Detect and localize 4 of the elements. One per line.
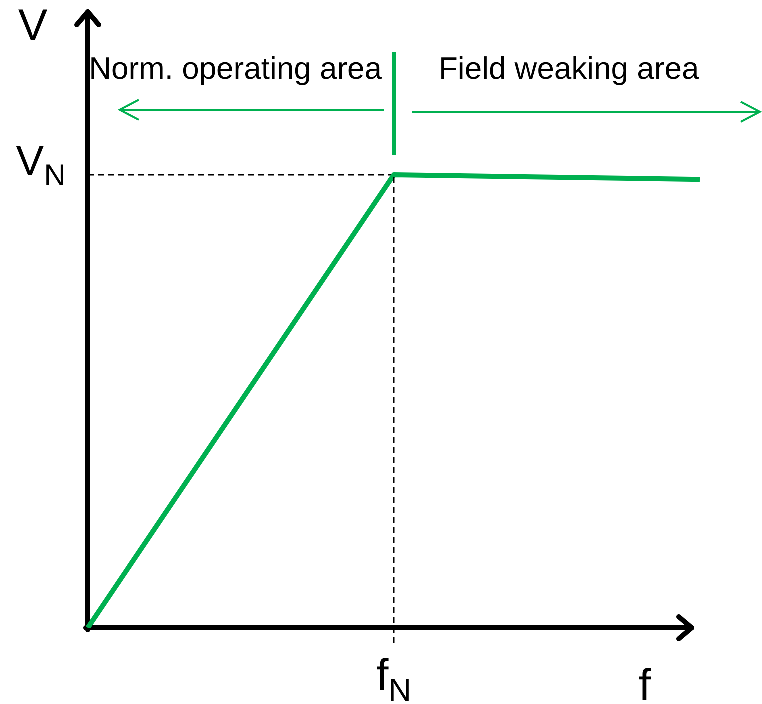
y-axis-title: V [18, 1, 48, 50]
text: Norm. operating area [89, 51, 383, 86]
x-axis-title: f [638, 661, 652, 704]
text: Field weaking area [439, 51, 700, 86]
